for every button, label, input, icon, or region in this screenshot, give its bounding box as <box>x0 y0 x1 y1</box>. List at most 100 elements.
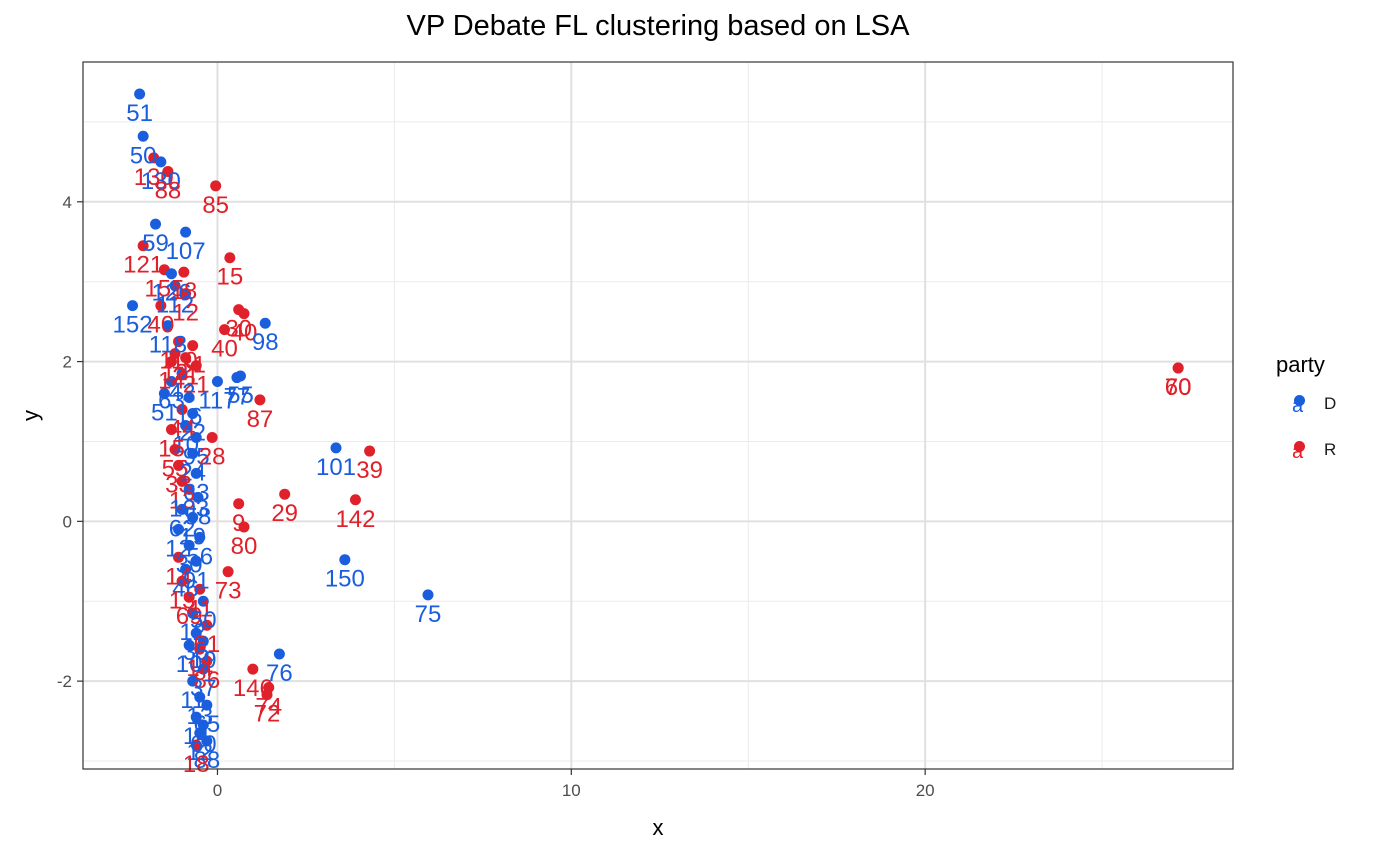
data-point <box>238 308 250 320</box>
x-tick-label: 20 <box>916 781 935 800</box>
point-label: 86 <box>193 667 220 694</box>
data-point <box>180 563 192 575</box>
point-label: 50 <box>130 142 157 169</box>
point-label: 61 <box>193 631 220 658</box>
data-point <box>173 523 185 535</box>
data-point <box>211 376 223 388</box>
point-label: 60 <box>190 731 217 758</box>
point-label: 88 <box>155 177 182 204</box>
data-point <box>180 419 192 431</box>
data-point <box>176 475 188 487</box>
data-point <box>165 423 177 435</box>
data-point <box>330 442 342 454</box>
point-label: 50 <box>190 607 217 634</box>
data-point <box>176 368 188 380</box>
point-label: 70 <box>1165 374 1192 401</box>
point-label: 95 <box>183 443 210 470</box>
point-label: 51 <box>151 400 178 427</box>
data-point <box>134 88 146 100</box>
point-label: 40 <box>231 320 258 347</box>
point-label: 65 <box>193 711 220 738</box>
data-point <box>190 555 202 567</box>
x-tick-label: 0 <box>213 781 222 800</box>
point-label: 29 <box>271 500 298 527</box>
point-label: 11 <box>180 687 205 714</box>
point-label: 12 <box>165 535 192 562</box>
point-label: 75 <box>415 601 442 628</box>
x-tick-label: 10 <box>562 781 581 800</box>
data-point <box>155 156 167 168</box>
data-point <box>183 539 195 551</box>
point-label: 10 <box>176 651 203 678</box>
point-label: 117 <box>198 388 236 415</box>
point-label: 59 <box>142 230 169 257</box>
data-point <box>194 727 206 739</box>
data-point <box>194 691 206 703</box>
data-point <box>233 498 245 510</box>
point-label: 155 <box>144 276 184 303</box>
point-label: 13 <box>169 587 196 614</box>
point-label: 73 <box>215 578 242 605</box>
data-point <box>219 324 231 336</box>
legend: party a D a R <box>1276 352 1376 482</box>
point-label: 41 <box>186 595 213 622</box>
point-label: 60 <box>1165 374 1192 401</box>
point-label: 74 <box>255 694 282 721</box>
point-label: 152 <box>113 312 153 339</box>
data-point <box>187 340 199 352</box>
data-point <box>176 503 188 515</box>
legend-title: party <box>1276 352 1325 377</box>
point-label: 12 <box>172 300 199 327</box>
point-label: 110 <box>159 348 197 375</box>
point-label: 12 <box>186 739 213 766</box>
data-point <box>176 404 188 416</box>
legend-item-d: a D <box>1276 390 1376 436</box>
y-tick-label: 2 <box>63 353 72 372</box>
point-label: 126 <box>151 280 191 307</box>
chart-title: VP Debate FL clustering based on LSA <box>406 10 910 42</box>
data-point <box>206 431 218 443</box>
data-point <box>364 445 376 457</box>
point-label: 21 <box>183 372 210 399</box>
data-point <box>197 663 209 675</box>
data-point <box>162 165 174 177</box>
data-point <box>201 619 213 631</box>
point-label: 35 <box>183 639 210 666</box>
data-point <box>190 360 202 372</box>
data-point <box>238 521 250 533</box>
data-point <box>162 320 174 332</box>
data-point <box>190 711 202 723</box>
point-label: 14 <box>165 563 192 590</box>
data-point <box>279 488 291 500</box>
legend-key-d: a <box>1284 390 1314 420</box>
data-point <box>224 252 236 264</box>
point-label: 15 <box>158 435 185 462</box>
data-point <box>180 352 192 364</box>
data-point <box>222 566 234 578</box>
data-point <box>178 266 190 278</box>
point-label: 130 <box>141 168 181 195</box>
point-label: 40 <box>211 336 238 363</box>
data-point <box>187 447 199 459</box>
data-point <box>194 583 206 595</box>
data-point <box>155 300 167 312</box>
point-label: 13 <box>162 360 189 387</box>
data-point <box>137 130 149 142</box>
data-point <box>137 240 149 252</box>
point-label: 55 <box>227 382 254 409</box>
data-point <box>176 575 188 587</box>
point-label: 13 <box>186 703 213 730</box>
point-label: 10 <box>172 431 199 458</box>
grid-layer <box>83 62 1233 769</box>
point-label: 118 <box>149 332 187 359</box>
point-label: 98 <box>252 329 279 356</box>
point-label: 39 <box>356 457 383 484</box>
point-label: 31 <box>179 352 206 379</box>
point-label: 42 <box>169 380 196 407</box>
y-axis-title: y <box>18 410 43 421</box>
data-point <box>349 494 361 506</box>
y-tick-label: -2 <box>57 672 72 691</box>
data-point <box>197 595 209 607</box>
